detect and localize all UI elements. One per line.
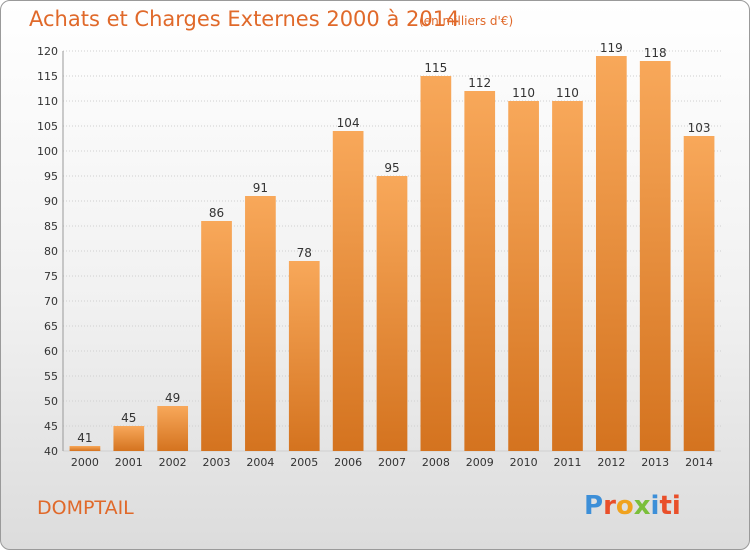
bar-value-label: 78 [297, 246, 312, 260]
chart-unit: (en milliers d'€) [419, 14, 514, 28]
bar-value-label: 110 [512, 86, 535, 100]
x-tick-label: 2009 [466, 456, 494, 469]
x-tick-label: 2004 [246, 456, 274, 469]
proxiti-logo: Proxiti [584, 491, 681, 521]
x-tick-label: 2000 [71, 456, 99, 469]
logo-letter: i [650, 491, 660, 521]
bar [508, 101, 539, 451]
bar-value-label: 115 [424, 61, 447, 75]
y-tick-label: 110 [37, 95, 58, 108]
bar-value-label: 103 [688, 121, 711, 135]
bar [420, 76, 452, 451]
bar [464, 91, 496, 451]
bar-value-label: 104 [337, 116, 360, 130]
bar [376, 176, 408, 451]
y-tick-label: 60 [44, 345, 58, 358]
bar-value-label: 112 [468, 76, 491, 90]
bar-value-label: 41 [77, 431, 92, 445]
y-tick-label: 90 [44, 195, 58, 208]
bar-value-label: 91 [253, 181, 268, 195]
y-tick-label: 105 [37, 120, 58, 133]
bar-value-label: 119 [600, 41, 623, 55]
commune-name: DOMPTAIL [37, 497, 134, 519]
x-tick-label: 2001 [115, 456, 143, 469]
y-tick-label: 95 [44, 170, 58, 183]
bar [595, 56, 627, 451]
x-tick-label: 2002 [159, 456, 187, 469]
bar [288, 261, 320, 451]
y-tick-label: 75 [44, 270, 58, 283]
bar-value-label: 45 [121, 411, 136, 425]
bar [157, 406, 189, 451]
logo-letter: ti [659, 491, 681, 521]
y-tick-label: 65 [44, 320, 58, 333]
bar-value-label: 118 [644, 46, 667, 60]
y-tick-label: 80 [44, 245, 58, 258]
y-tick-label: 115 [37, 70, 58, 83]
y-tick-label: 40 [44, 445, 58, 458]
x-tick-label: 2003 [203, 456, 231, 469]
bar-value-label: 49 [165, 391, 180, 405]
x-tick-label: 2006 [334, 456, 362, 469]
bar-value-label: 110 [556, 86, 579, 100]
y-tick-label: 120 [37, 45, 58, 58]
x-tick-label: 2005 [290, 456, 318, 469]
chart-title: Achats et Charges Externes 2000 à 2014 [29, 7, 460, 31]
logo-letter: o [615, 491, 634, 521]
bar [201, 221, 232, 451]
x-tick-label: 2008 [422, 456, 450, 469]
x-tick-label: 2007 [378, 456, 406, 469]
bar [113, 426, 145, 451]
logo-letter: P [584, 491, 604, 521]
bar [683, 136, 715, 451]
y-tick-label: 50 [44, 395, 58, 408]
x-tick-label: 2013 [641, 456, 669, 469]
logo-letter: x [633, 491, 651, 521]
x-tick-label: 2011 [553, 456, 581, 469]
x-tick-label: 2012 [597, 456, 625, 469]
y-tick-label: 55 [44, 370, 58, 383]
bar [552, 101, 583, 451]
y-tick-label: 45 [44, 420, 58, 433]
bar [332, 131, 364, 451]
bar-value-label: 86 [209, 206, 224, 220]
bar [245, 196, 276, 451]
bar [639, 61, 671, 451]
bar-value-label: 95 [384, 161, 399, 175]
bar [69, 446, 101, 451]
y-tick-label: 70 [44, 295, 58, 308]
y-tick-label: 85 [44, 220, 58, 233]
logo-letter: r [603, 491, 616, 521]
y-tick-label: 100 [37, 145, 58, 158]
x-tick-label: 2014 [685, 456, 713, 469]
x-tick-label: 2010 [510, 456, 538, 469]
